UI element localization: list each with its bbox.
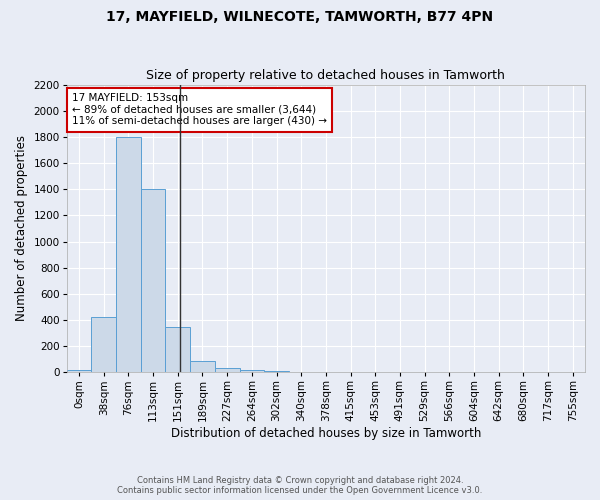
X-axis label: Distribution of detached houses by size in Tamworth: Distribution of detached houses by size … [170,427,481,440]
Bar [264,371,289,372]
Text: 17, MAYFIELD, WILNECOTE, TAMWORTH, B77 4PN: 17, MAYFIELD, WILNECOTE, TAMWORTH, B77 4… [106,10,494,24]
Bar [141,189,166,372]
Y-axis label: Number of detached properties: Number of detached properties [15,136,28,322]
Text: Contains HM Land Registry data © Crown copyright and database right 2024.
Contai: Contains HM Land Registry data © Crown c… [118,476,482,495]
Bar [91,318,116,372]
Bar [190,360,215,372]
Title: Size of property relative to detached houses in Tamworth: Size of property relative to detached ho… [146,69,505,82]
Bar [239,370,264,372]
Bar [215,368,239,372]
Bar [116,137,141,372]
Bar [67,370,91,372]
Bar [166,326,190,372]
Text: 17 MAYFIELD: 153sqm
← 89% of detached houses are smaller (3,644)
11% of semi-det: 17 MAYFIELD: 153sqm ← 89% of detached ho… [72,93,327,126]
